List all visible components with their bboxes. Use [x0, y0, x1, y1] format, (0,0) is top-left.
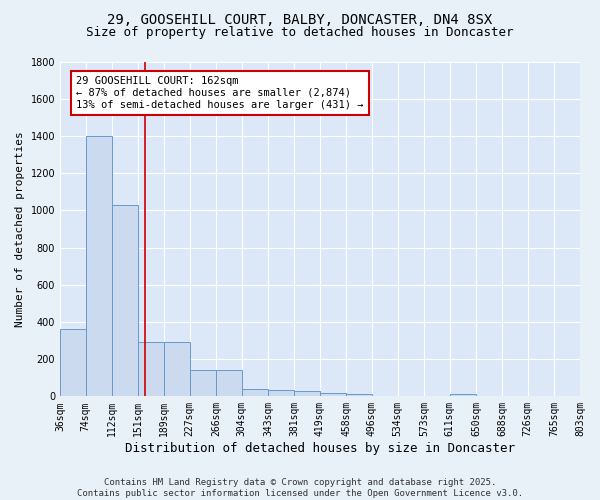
Bar [320, 392, 346, 396]
Text: 29, GOOSEHILL COURT, BALBY, DONCASTER, DN4 8SX: 29, GOOSEHILL COURT, BALBY, DONCASTER, D… [107, 12, 493, 26]
Bar [268, 390, 294, 396]
Y-axis label: Number of detached properties: Number of detached properties [15, 131, 25, 327]
Bar [242, 389, 268, 396]
Text: Contains HM Land Registry data © Crown copyright and database right 2025.
Contai: Contains HM Land Registry data © Crown c… [77, 478, 523, 498]
X-axis label: Distribution of detached houses by size in Doncaster: Distribution of detached houses by size … [125, 442, 515, 455]
Bar [294, 391, 320, 396]
Bar [216, 370, 242, 396]
Text: Size of property relative to detached houses in Doncaster: Size of property relative to detached ho… [86, 26, 514, 39]
Bar [190, 370, 216, 396]
Bar [112, 204, 138, 396]
Bar [346, 394, 372, 396]
Text: 29 GOOSEHILL COURT: 162sqm
← 87% of detached houses are smaller (2,874)
13% of s: 29 GOOSEHILL COURT: 162sqm ← 87% of deta… [76, 76, 364, 110]
Bar [450, 394, 476, 396]
Bar [164, 342, 190, 396]
Bar [60, 330, 86, 396]
Bar [138, 342, 164, 396]
Bar [86, 136, 112, 396]
